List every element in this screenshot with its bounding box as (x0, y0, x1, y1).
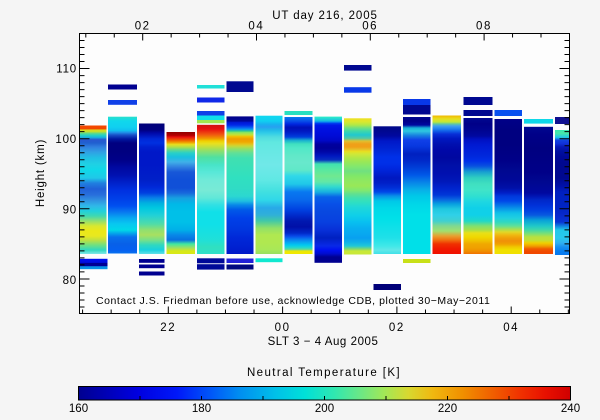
svg-text:80: 80 (63, 275, 77, 287)
svg-text:200: 200 (315, 403, 334, 415)
svg-text:22: 22 (160, 322, 176, 334)
svg-text:04: 04 (248, 21, 264, 33)
svg-text:02: 02 (135, 21, 151, 33)
svg-text:04: 04 (503, 322, 519, 334)
svg-text:06: 06 (362, 21, 378, 33)
svg-text:SLT 3 − 4 Aug 2005: SLT 3 − 4 Aug 2005 (268, 336, 379, 348)
svg-text:110: 110 (56, 64, 77, 76)
svg-text:100: 100 (55, 134, 77, 146)
svg-text:00: 00 (275, 322, 291, 334)
svg-text:02: 02 (389, 322, 405, 334)
svg-text:90: 90 (63, 205, 77, 217)
svg-text:08: 08 (476, 21, 492, 33)
svg-text:220: 220 (438, 403, 457, 415)
svg-text:Height (km): Height (km) (35, 139, 47, 207)
svg-text:Neutral Temperature [K]: Neutral Temperature [K] (247, 367, 401, 379)
svg-text:UT day 216, 2005: UT day 216, 2005 (272, 10, 378, 22)
svg-text:Contact J.S. Friedman before u: Contact J.S. Friedman before use, acknow… (96, 295, 490, 307)
svg-text:240: 240 (561, 403, 580, 415)
svg-text:160: 160 (69, 403, 88, 415)
svg-text:180: 180 (192, 403, 211, 415)
